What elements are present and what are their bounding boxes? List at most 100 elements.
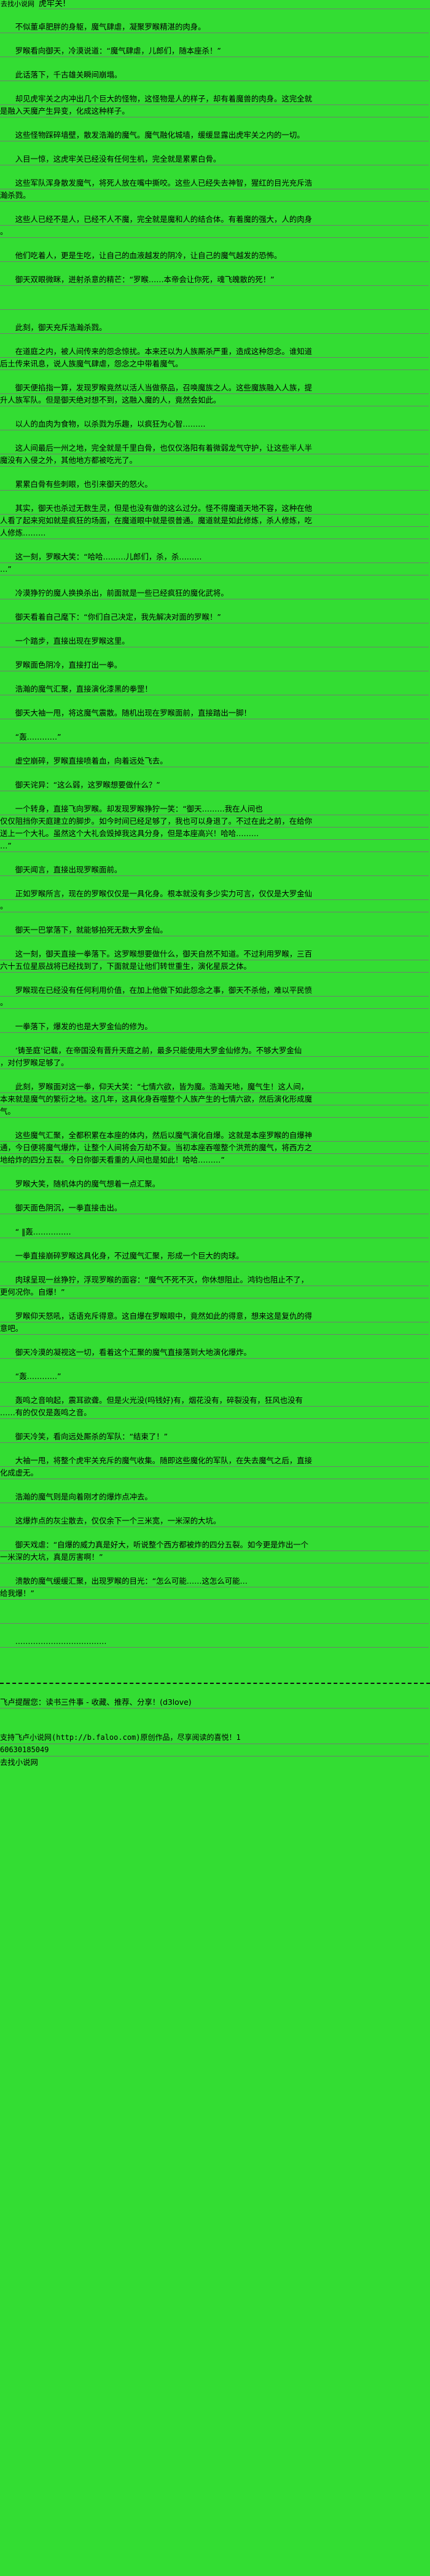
paragraph: 这些怪物踩碎墙壁，散发浩瀚的魔气。魔气融化城墙，缓缓显露出虎牢关之内的一切。: [0, 129, 430, 141]
paragraph: 轰鸣之音响起，震耳欲聋。但是火光没(吗钱好)有，烟花没有，碎裂没有，狂风也没有……: [0, 1394, 430, 1419]
paragraph: 罗睺现在已经没有任何利用价值，在加上他做下如此怨念之事，御天不杀他，难以平民愤。: [0, 984, 430, 1009]
paragraph: 此刻，御天充斥浩瀚杀戮。: [0, 322, 430, 334]
paragraph: 一拳直接崩碎罗睺这具化身，不过魔气汇聚，形成一个巨大的肉球。: [0, 1250, 430, 1262]
spacer: [0, 912, 430, 924]
paragraph-line: “轰…………”: [0, 731, 429, 743]
spacer: [0, 1685, 430, 1696]
spacer: [0, 262, 430, 274]
paragraph: 冷漠狰狞的魔人换换杀出，前面就是一些已经疯狂的魔化武将。: [0, 587, 430, 599]
paragraph: “轰…………”: [0, 1370, 430, 1383]
paragraph-line: 一米深的大坑，真是厉害啊！”: [0, 1551, 429, 1563]
spacer: [0, 1166, 430, 1178]
paragraph: ………………………………: [0, 1635, 430, 1648]
paragraph-line: 这爆炸点的灰尘散去，仅仅余下一个三米宽，一米深的大坑。: [0, 1515, 429, 1527]
paragraph-line: 罗睺仰天怒吼，话语充斥得意。这自爆在罗睺眼中，竟然如此的得意，想来这是复仇的得: [0, 1310, 429, 1322]
spacer: [0, 238, 430, 250]
paragraph-line: 人看了起来宛如就是疯狂的场面，在魔道眼中就是很普通。魔道就是如此修炼，杀人修炼，…: [0, 515, 429, 527]
paragraph: 浩瀚的魔气汇聚，直接演化漆黑的拳罡！: [0, 683, 430, 695]
paragraph-line: 以人的血肉为食物，以杀戮为乐趣，以疯狂为心智………: [0, 418, 429, 430]
footer-support-text[interactable]: 支持飞卢小说网(http://b.faloo.com)原创作品，尽享阅读的喜悦！…: [0, 1732, 429, 1744]
spacer: [0, 671, 430, 683]
spacer: [0, 599, 430, 611]
paragraph-line: 这一刻，罗睺大笑：“哈哈………儿郎们，杀，杀………: [0, 551, 429, 563]
spacer: [0, 286, 430, 298]
spacer: [0, 310, 430, 322]
footer: 飞卢提醒您：读书三件事 - 收藏、推荐、分享！(d3love) 支持飞卢小说网(…: [0, 1696, 430, 1768]
spacer: [0, 1443, 430, 1455]
paragraph: 一个踏步，直接出现在罗睺这里。: [0, 635, 430, 647]
paragraph: 正如罗睺所言，现在的罗睺仅仅是一具化身。根本就没有多少实力可言，仅仅是大罗金仙。: [0, 888, 430, 912]
paragraph: 御天一巴掌落下，就能够拍死无数大罗金仙。: [0, 924, 430, 936]
paragraph: 御天看着自己麾下：“你们自己决定，我先解决对面的罗睺！”: [0, 611, 430, 623]
spacer: [0, 767, 430, 779]
paragraph-line: 这些人已经不是人，已经不人不魔，完全就是魔和人的结合体。有着魔的强大，人的肉身: [0, 213, 429, 226]
spacer: [0, 1335, 430, 1346]
paragraph-line: 肉球呈现一丝狰狞，浮现罗睺的面容：“魔气不死不灭，你休想阻止。鸿钧也阻止不了，: [0, 1274, 429, 1286]
spacer: [0, 876, 430, 888]
paragraph-line: 给我爆！”: [0, 1587, 429, 1600]
spacer: [0, 1359, 430, 1370]
paragraph-line: 溃散的魔气缓缓汇聚，出现罗睺的目光：“怎么可能……这怎么可能…: [0, 1575, 429, 1587]
paragraph-line: 御天双眼微眯，迸射杀意的精芒：“罗睺……本帝会让你死，魂飞魄散的死！”: [0, 274, 429, 286]
paragraph-line: 瀚杀戮。: [0, 189, 429, 202]
spacer: [0, 623, 430, 635]
novel-page: 去找小说网 虎牢关! 不似董卓肥胖的身躯，魔气肆虐，凝聚罗睺精湛的肉身。 罗睺看…: [0, 0, 430, 1768]
paragraph-line: 本来就是魔气的繁衍之地。这几年，这具化身吞噬整个人族产生的七情六欲，然后演化形成…: [0, 1093, 429, 1105]
paragraph: 罗睺面色阴冷，直接打出一拳。: [0, 659, 430, 671]
paragraph-line: 一个踏步，直接出现在罗睺这里。: [0, 635, 429, 647]
paragraph-line: 送上一个大礼。虽然这个大礼会毁掉我这具分身，但是本座高兴！哈哈………: [0, 828, 429, 840]
spacer: [0, 1563, 430, 1575]
spacer: [0, 334, 430, 346]
paragraph: ‘铸圣庭’记载，在帝国没有晋升天庭之前，最多只能使用大罗金仙修为。不够大罗金仙，…: [0, 1045, 430, 1069]
paragraph-line: 虚空崩碎，罗睺直接喷着血，向着远处飞去。: [0, 755, 429, 767]
paragraph: 这些军队浑身散发魔气，将死人放在嘴中撕咬。这些人已经失去神智，猩红的目光充斥浩瀚…: [0, 177, 430, 202]
spacer: [0, 467, 430, 478]
footer-support: 支持飞卢小说网(http://b.faloo.com)原创作品，尽享阅读的喜悦！…: [0, 1732, 430, 1756]
paragraph-line: 一个转身，直接飞向罗睺。却发现罗睺狰狞一笑：“御天………我在人间也: [0, 803, 429, 815]
spacer: [0, 1600, 430, 1611]
paragraph-line: 罗睺看向御天，冷漠说道：“魔气肆虐，儿郎们，随本座杀！”: [0, 45, 429, 57]
paragraph-line: 这些军队浑身散发魔气，将死人放在嘴中撕咬。这些人已经失去神智，猩红的目光充斥浩: [0, 177, 429, 189]
paragraph: 此话落下，千古雄关瞬间崩塌。: [0, 69, 430, 81]
paragraph: 入目一惊，这虎牢关已经没有任何生机，完全就是累累白骨。: [0, 153, 430, 165]
chapter-body: 不似董卓肥胖的身躯，魔气肆虐，凝聚罗睺精湛的肉身。 罗睺看向御天，冷漠说道：“魔…: [0, 21, 430, 1659]
spacer: [0, 1383, 430, 1394]
spacer: [0, 1190, 430, 1202]
paragraph-line: 罗睺面色阴冷，直接打出一拳。: [0, 659, 429, 671]
paragraph: 这些人已经不是人，已经不人不魔，完全就是魔和人的结合体。有着魔的强大，人的肉身。: [0, 213, 430, 238]
paragraph-line: 此刻，御天充斥浩瀚杀戮。: [0, 322, 429, 334]
paragraph-line: 升人族军队。但是御天绝对想不到，这融入魔的人，竟然会如此。: [0, 394, 429, 406]
paragraph-line: 人修炼………: [0, 527, 429, 539]
paragraph: 御天便掐指一算，发现罗睺竟然以活人当做祭品，召唤魔族之人。这些魔族融入人族，提升…: [0, 382, 430, 406]
paragraph-line: 御天诧异：“这么弱，这罗睺想要做什么？”: [0, 779, 429, 791]
paragraph-line: 六十五位星辰战将已经找到了，下面就是让他们转世重生，演化星辰之体。: [0, 960, 429, 973]
spacer: [0, 719, 430, 731]
paragraph: 其实，御天也杀过无数生灵，但是也没有做的这么过分。怪不得魔道天地不容，这种在他人…: [0, 502, 430, 539]
top-bar: 去找小说网 虎牢关!: [0, 0, 430, 9]
paragraph: 御天大袖一甩，将这魔气震散。随机出现在罗睺面前，直接踏出一脚！: [0, 707, 430, 719]
spacer: [0, 1659, 430, 1683]
spacer: [0, 1033, 430, 1045]
paragraph-line: [0, 298, 429, 310]
paragraph-line: 这人间最后一州之地，完全就是千里白骨，也仅仅洛阳有着微弱龙气守护，让这些半人半: [0, 442, 429, 454]
paragraph: 御天戏虐：“自爆的威力真是好大，听说整个西方都被炸的四分五裂。如今更是炸出一个一…: [0, 1539, 430, 1563]
spacer: [0, 973, 430, 984]
paragraph: 御天诧异：“这么弱，这罗睺想要做什么？”: [0, 779, 430, 791]
paragraph-line: 其实，御天也杀过无数生灵，但是也没有做的这么过分。怪不得魔道天地不容，这种在他: [0, 502, 429, 515]
spacer: [0, 1503, 430, 1515]
paragraph-line: 一拳直接崩碎罗睺这具化身，不过魔气汇聚，形成一个巨大的肉球。: [0, 1250, 429, 1262]
paragraph: 御天冷漠的凝视这一切，看着这个汇聚的魔气直接落到大地演化爆炸。: [0, 1346, 430, 1359]
spacer: [0, 743, 430, 755]
paragraph-line: 罗睺现在已经没有任何利用价值，在加上他做下如此怨念之事，御天不杀他，难以平民愤: [0, 984, 429, 997]
site-label-bottom: 去找小说网: [0, 1758, 38, 1767]
spacer: [0, 1238, 430, 1250]
paragraph-line: 是融入天魔产生异变，化成这种样子。: [0, 105, 429, 117]
paragraph-line: 冷漠狰狞的魔人换换杀出，前面就是一些已经疯狂的魔化武将。: [0, 587, 429, 599]
paragraph-line: 御天一巴掌落下，就能够拍死无数大罗金仙。: [0, 924, 429, 936]
paragraph-line: ，对付罗睺足够了。: [0, 1057, 429, 1069]
paragraph-line: 浩瀚的魔气汇聚，直接演化漆黑的拳罡！: [0, 683, 429, 695]
spacer: [0, 370, 430, 382]
spacer: [0, 1419, 430, 1431]
spacer: [0, 695, 430, 707]
paragraph-line: ………………………………: [0, 1635, 429, 1648]
